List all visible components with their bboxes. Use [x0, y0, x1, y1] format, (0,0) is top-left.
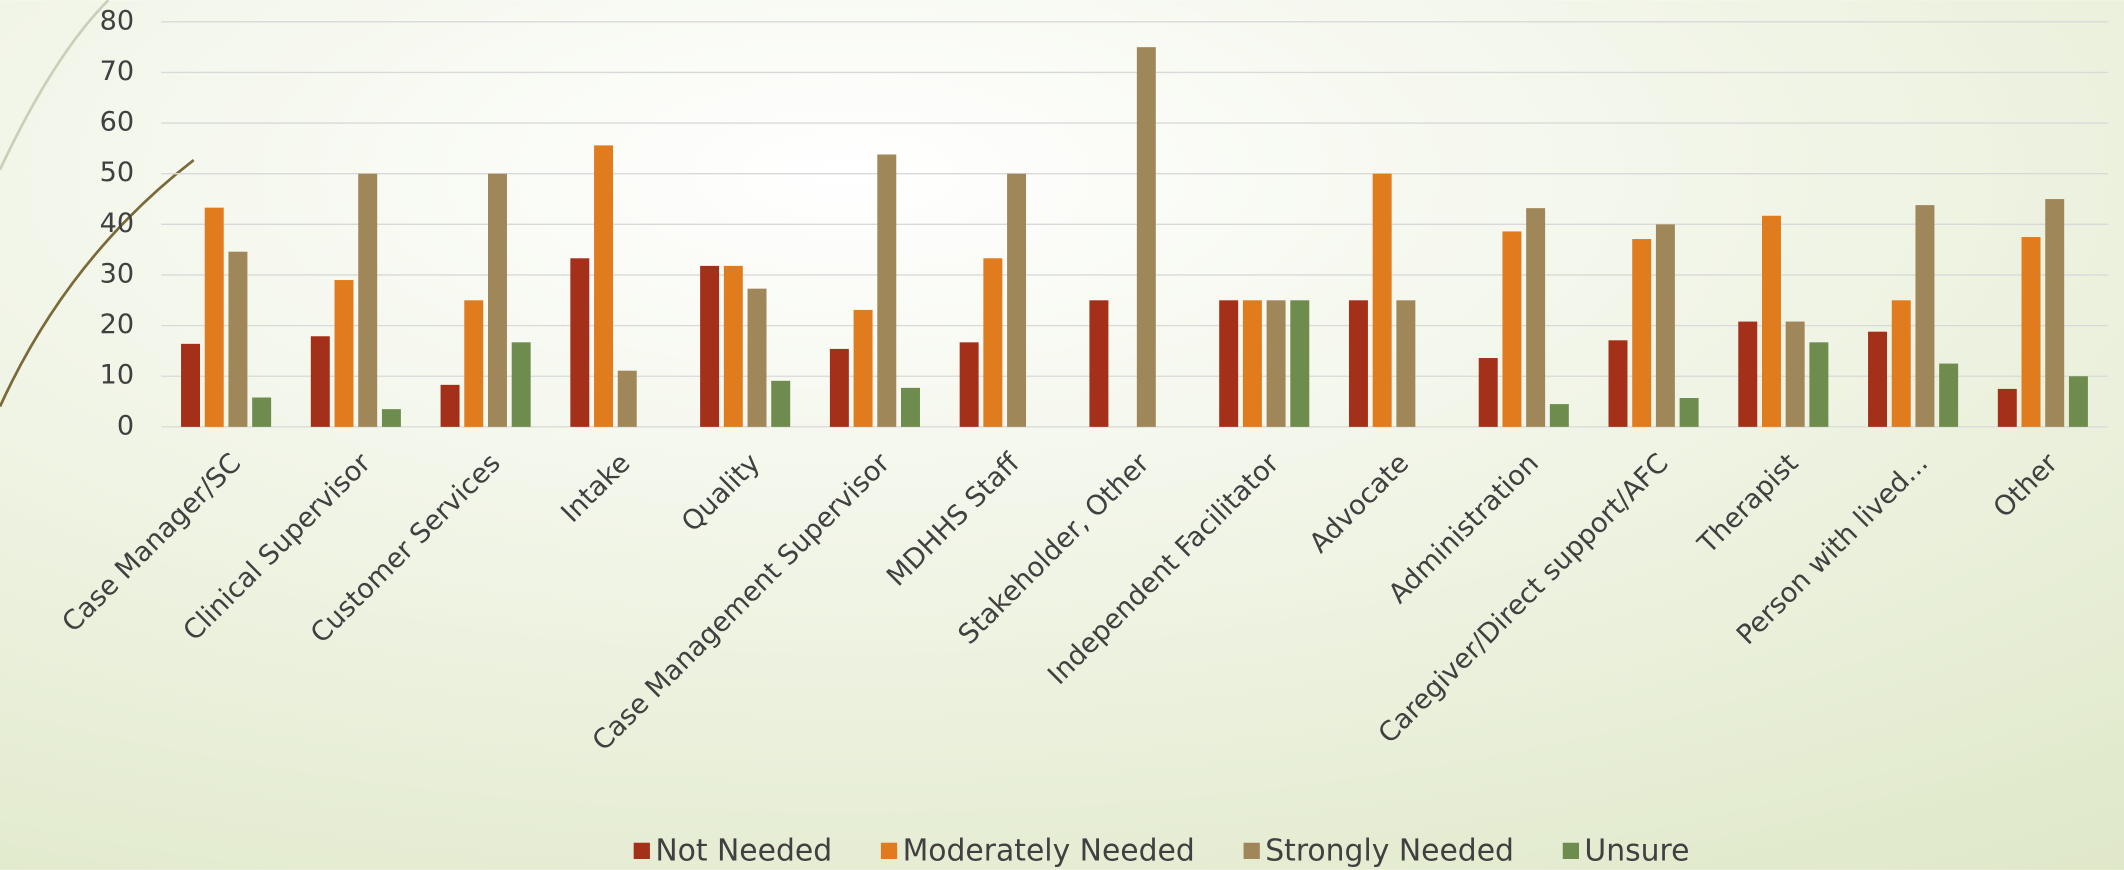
y-tick-label: 50	[100, 157, 134, 188]
bar	[334, 280, 354, 427]
bar	[381, 409, 401, 427]
bar	[181, 343, 201, 427]
y-tick-label: 60	[100, 107, 134, 138]
bar	[440, 384, 460, 427]
y-tick-label: 20	[100, 309, 134, 340]
y-tick-label: 10	[100, 360, 134, 391]
bar	[829, 348, 849, 427]
bar	[1549, 404, 1569, 427]
bar	[771, 380, 791, 427]
bar	[1785, 321, 1805, 427]
bar	[2045, 199, 2065, 427]
decoration	[0, 158, 195, 408]
bar	[1939, 363, 1959, 427]
bar	[747, 288, 767, 427]
y-tick-label: 80	[100, 5, 134, 36]
bar	[1655, 224, 1675, 427]
bar	[594, 145, 614, 427]
legend-swatch	[880, 842, 898, 859]
bar	[1290, 300, 1310, 427]
bar	[723, 265, 743, 427]
y-tick-label: 70	[100, 56, 134, 87]
bar	[1007, 173, 1027, 427]
bar	[1761, 215, 1781, 427]
legend-swatch	[633, 842, 650, 859]
bar	[1997, 388, 2017, 427]
legend-swatch	[1562, 842, 1579, 859]
bar	[617, 370, 637, 427]
bar	[853, 309, 873, 427]
bar	[1136, 47, 1156, 427]
bar	[252, 397, 272, 427]
bar	[2021, 237, 2041, 427]
bar	[2068, 376, 2088, 427]
bar	[901, 387, 920, 427]
bar	[511, 342, 531, 427]
bar	[1738, 321, 1758, 427]
bar	[1632, 239, 1652, 427]
bar	[1348, 300, 1368, 427]
bar	[1372, 173, 1392, 427]
legend-label: Not Needed	[655, 834, 832, 869]
bar	[1608, 340, 1628, 427]
bar	[1396, 300, 1416, 427]
bar	[1502, 231, 1522, 427]
bar	[1679, 398, 1699, 427]
bar	[1526, 208, 1546, 427]
bar	[1219, 300, 1239, 427]
bar	[1891, 300, 1911, 427]
decoration	[0, 0, 110, 171]
y-tick-label: 40	[100, 208, 134, 239]
bar	[1809, 342, 1829, 427]
legend-swatch	[1243, 842, 1260, 859]
legend-label: Unsure	[1584, 834, 1689, 869]
bar	[959, 342, 979, 427]
bar	[570, 258, 590, 427]
bar	[1915, 205, 1935, 427]
bar	[1266, 300, 1286, 427]
legend-label: Strongly Needed	[1265, 834, 1514, 869]
bar	[204, 207, 224, 427]
bar	[228, 251, 248, 427]
bar	[1478, 358, 1498, 427]
y-tick-label: 0	[117, 410, 134, 441]
bar	[464, 300, 484, 427]
bar	[877, 154, 897, 427]
bar	[1868, 331, 1888, 427]
bar	[310, 336, 330, 427]
bar	[983, 258, 1003, 427]
bar	[358, 173, 378, 427]
bar	[1089, 300, 1109, 427]
bar	[700, 265, 720, 427]
bar	[487, 173, 507, 427]
bar	[1242, 300, 1262, 427]
y-tick-label: 30	[100, 258, 134, 289]
legend-label: Moderately Needed	[903, 834, 1195, 869]
